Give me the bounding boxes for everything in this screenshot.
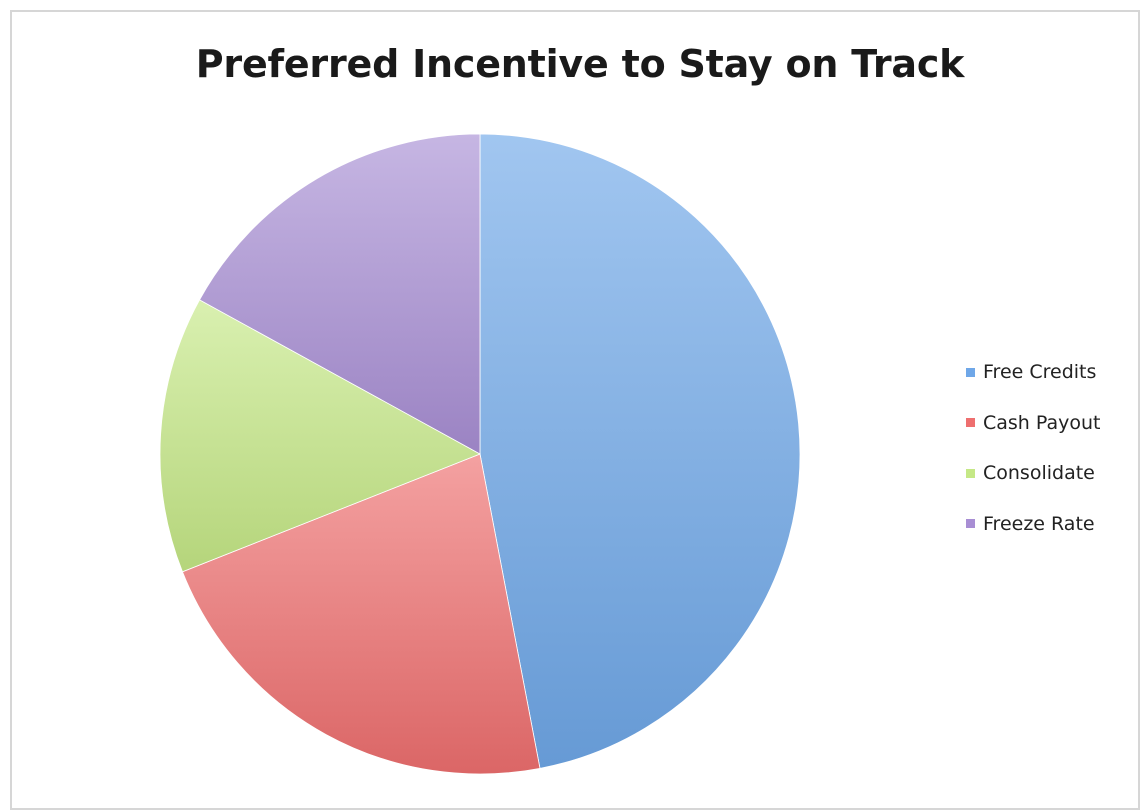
legend-swatch — [966, 418, 975, 427]
legend-swatch — [966, 519, 975, 528]
pie-slice-cash-payout — [181, 453, 541, 775]
legend-item-free-credits: Free Credits — [966, 360, 1136, 384]
legend-label: Freeze Rate — [983, 512, 1095, 535]
legend-label: Consolidate — [983, 462, 1095, 484]
pie-slices — [159, 133, 801, 775]
pie-slice-free-credits — [479, 133, 801, 769]
legend-swatch — [966, 367, 975, 377]
legend-item-cash-payout: Cash Payout — [966, 411, 1136, 435]
legend-label: Free Credits — [983, 361, 1097, 383]
legend-item-consolidate: Consolidate — [966, 461, 1136, 485]
legend-label: Cash Payout — [983, 411, 1101, 434]
pie-slice-consolidate — [159, 299, 481, 573]
pie-slice-freeze-rate — [199, 133, 481, 455]
legend-item-freeze-rate: Freeze Rate — [966, 512, 1136, 536]
chart-legend: Free Credits Cash Payout Consolidate Freeze… — [966, 360, 1136, 562]
chart-title: Preferred Incentive to Stay on Track — [195, 42, 965, 86]
legend-swatch — [966, 468, 975, 478]
